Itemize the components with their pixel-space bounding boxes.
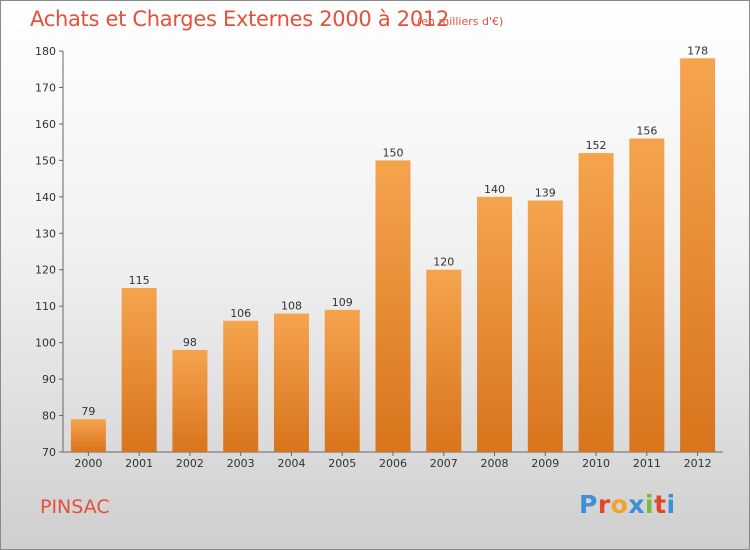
bar-2004 [273,313,309,452]
bar-2011 [629,138,665,452]
y-tick-label: 150 [35,154,56,167]
y-tick-label: 180 [35,45,56,58]
x-tick-label-2003: 2003 [227,457,255,470]
y-tick-label: 70 [42,446,56,459]
value-label-2006: 150 [383,146,404,159]
value-label-2011: 156 [636,124,657,137]
value-label-2010: 152 [586,139,607,152]
x-tick-label-2011: 2011 [633,457,661,470]
bar-2001 [121,287,157,452]
y-tick-label: 170 [35,81,56,94]
commune-name: PINSAC [40,496,110,518]
y-tick-label: 130 [35,227,56,240]
value-label-2008: 140 [484,183,505,196]
y-tick-label: 120 [35,264,56,277]
bars [70,58,716,453]
logo-letter: x [628,490,645,519]
x-tick-label-2002: 2002 [176,457,204,470]
value-label-2000: 79 [81,405,95,418]
value-label-2005: 109 [332,296,353,309]
value-label-2002: 98 [183,336,197,349]
chart-title: Achats et Charges Externes 2000 à 2012 [30,7,450,31]
proxiti-logo[interactable]: Proxiti [579,490,676,519]
bar-2012 [680,58,716,453]
x-tick-label-2004: 2004 [277,457,305,470]
logo-letter: o [610,490,629,519]
x-tick-label-2005: 2005 [328,457,356,470]
y-tick-label: 80 [42,410,56,423]
y-tick-label: 110 [35,300,56,313]
value-label-2001: 115 [129,274,150,287]
bar-2008 [477,196,513,452]
labels: 2000 79 2001 115 2002 98 2003 106 2004 108 2005 109… [74,44,711,470]
bar-2010 [578,153,614,452]
logo-letter: i [666,490,676,519]
value-label-2012: 178 [687,44,708,57]
logo-letter: r [597,490,611,519]
logo-letter: P [579,490,598,519]
x-tick-label-2007: 2007 [430,457,458,470]
x-tick-label-2009: 2009 [531,457,559,470]
x-tick-label-2010: 2010 [582,457,610,470]
y-tick-label: 100 [35,337,56,350]
value-label-2004: 108 [281,299,302,312]
y-tick-label: 90 [42,373,56,386]
x-tick-label-2008: 2008 [481,457,509,470]
bar-2006 [375,160,411,452]
y-tick-label: 140 [35,191,56,204]
bar-2007 [426,269,462,452]
x-tick-label-2006: 2006 [379,457,407,470]
x-tick-label-2000: 2000 [74,457,102,470]
chart-subtitle: (en milliers d'€) [417,15,504,28]
value-label-2007: 120 [433,256,454,269]
bar-2003 [223,320,259,452]
bar-2002 [172,349,208,452]
value-label-2003: 106 [230,307,251,320]
x-tick-label-2012: 2012 [684,457,712,470]
bar-2009 [527,200,563,452]
axes: 70 80 90 100 110 120 130 140 150 160 170 180 [35,45,723,459]
y-tick-label: 160 [35,118,56,131]
bar-2005 [324,309,360,452]
bar-2000 [70,419,106,452]
logo-letter: t [654,490,667,519]
value-label-2009: 139 [535,186,556,199]
x-tick-label-2001: 2001 [125,457,153,470]
logo-letter: i [645,490,655,519]
